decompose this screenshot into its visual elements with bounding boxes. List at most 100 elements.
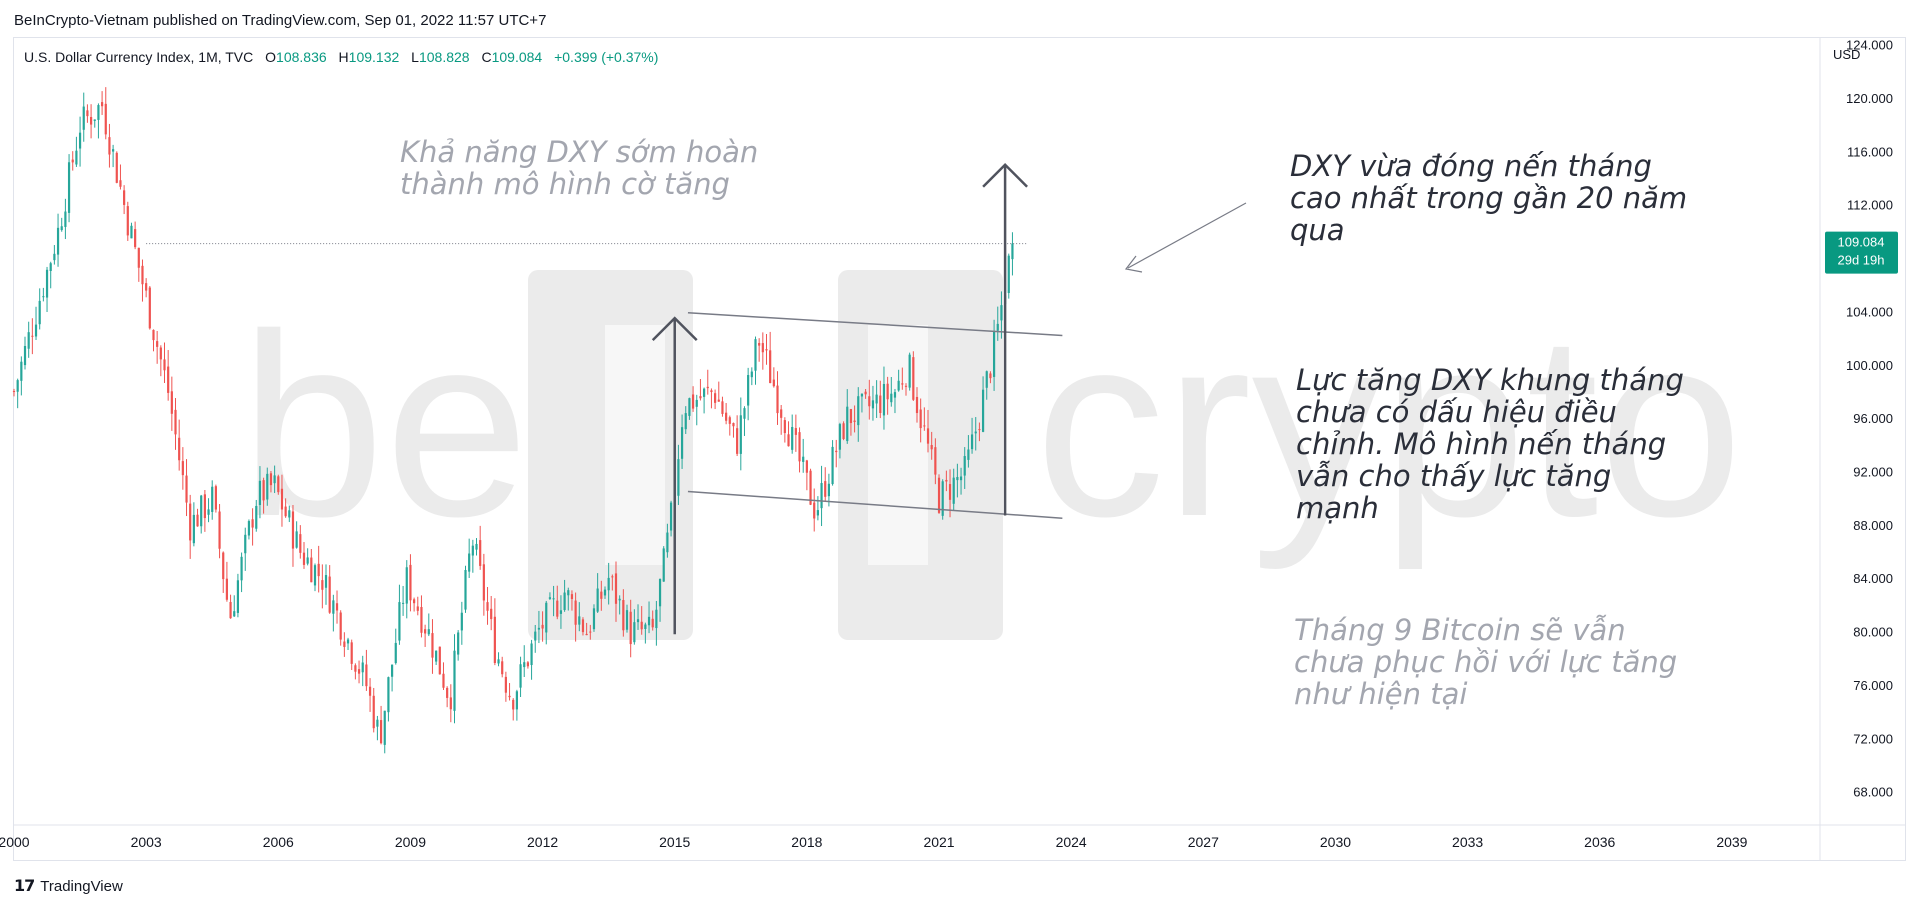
candle-body xyxy=(60,226,63,231)
candle-body xyxy=(589,631,592,633)
candle-body xyxy=(332,600,335,614)
candle-body xyxy=(548,597,552,599)
candle-body xyxy=(710,390,713,393)
y-tick-label: 96.000 xyxy=(1853,411,1893,426)
candle-body xyxy=(427,629,430,635)
annotation-momentum-line-3: chỉnh. Mô hình nến tháng xyxy=(1296,427,1666,461)
price-axis[interactable]: 124.000120.000116.000112.000108.000104.0… xyxy=(1846,38,1893,800)
candle-body xyxy=(640,621,643,630)
candle-body xyxy=(684,413,687,430)
candle-body xyxy=(607,577,610,591)
candle-body xyxy=(229,601,232,619)
callout-arrow[interactable] xyxy=(1124,202,1247,273)
candle-body xyxy=(247,521,251,536)
candle-body xyxy=(669,502,673,531)
candle-body xyxy=(273,475,276,484)
x-tick-label: 2018 xyxy=(791,834,822,850)
annotation-momentum-line-1: Lực tăng DXY khung tháng xyxy=(1296,363,1684,397)
candle-body xyxy=(857,396,860,426)
candle-body xyxy=(167,366,170,393)
candle-body xyxy=(251,519,254,528)
candle-body xyxy=(12,390,16,392)
candle-body xyxy=(820,483,823,509)
candle-body xyxy=(519,664,522,688)
candle-body xyxy=(181,461,184,476)
symbol-title[interactable]: U.S. Dollar Currency Index, 1M, TVC xyxy=(24,49,254,65)
annotation-highest-close[interactable]: DXY vừa đóng nến tháng cao nhất trong gầ… xyxy=(1290,149,1687,247)
candle-body xyxy=(310,557,313,583)
candle-body xyxy=(802,456,805,462)
annotation-flag-title-line-1: Khả năng DXY sớm hoàn xyxy=(400,135,758,169)
candle-body xyxy=(699,396,702,399)
candle-body xyxy=(431,633,434,658)
candle-body xyxy=(504,676,507,693)
close-label: C xyxy=(481,49,492,65)
candle-body xyxy=(831,446,834,485)
y-tick-label: 88.000 xyxy=(1853,518,1893,533)
candle-body xyxy=(651,618,654,628)
candle-body xyxy=(523,662,526,668)
candle-body xyxy=(152,329,155,341)
chart-frame xyxy=(13,37,1906,861)
candle-body xyxy=(134,229,137,248)
y-tick-label: 68.000 xyxy=(1853,785,1893,800)
candle-body xyxy=(978,429,981,431)
candle-body xyxy=(185,475,188,503)
candle-body xyxy=(633,622,636,643)
candle-body xyxy=(526,662,530,667)
candle-body xyxy=(717,399,720,402)
candle-body xyxy=(875,394,878,404)
annotation-bitcoin[interactable]: Tháng 9 Bitcoin sẽ vẫn chưa phục hồi với… xyxy=(1294,613,1677,711)
x-tick-label: 2006 xyxy=(263,834,294,850)
candle-body xyxy=(515,691,518,710)
candle-body xyxy=(618,598,621,601)
candle-body xyxy=(335,603,339,611)
candles-layer xyxy=(12,87,1014,754)
candle-body xyxy=(295,531,298,548)
candle-body xyxy=(361,662,364,673)
candle-body xyxy=(695,399,698,407)
candle-body xyxy=(280,488,284,510)
symbol-legend: U.S. Dollar Currency Index, 1M, TVC O108… xyxy=(24,49,658,65)
candle-body xyxy=(126,206,129,236)
candle-body xyxy=(284,506,287,517)
candle-body xyxy=(163,359,166,371)
candle-body xyxy=(460,612,463,631)
candle-body xyxy=(214,486,217,510)
candle-body xyxy=(394,642,397,664)
candle-body xyxy=(794,428,797,435)
candle-body xyxy=(868,396,871,407)
candle-body xyxy=(42,296,45,298)
candle-body xyxy=(449,697,452,710)
candle-body xyxy=(64,211,67,227)
annotation-momentum-line-2: chưa có dấu hiệu điều xyxy=(1296,395,1617,429)
low-value: 108.828 xyxy=(418,49,470,65)
x-tick-label: 2036 xyxy=(1584,834,1615,850)
candle-body xyxy=(321,580,324,590)
candle-body xyxy=(622,600,625,631)
candle-body xyxy=(581,619,585,633)
candle-body xyxy=(130,225,133,239)
footer-brand[interactable]: TradingView xyxy=(40,877,123,895)
candle-body xyxy=(545,602,548,633)
candle-body xyxy=(291,511,295,549)
candle-body xyxy=(629,611,632,645)
x-tick-label: 2021 xyxy=(923,834,954,850)
high-value: 109.132 xyxy=(348,49,400,65)
annotation-momentum[interactable]: Lực tăng DXY khung tháng chưa có dấu hiệ… xyxy=(1296,363,1684,525)
annotation-flag-title[interactable]: Khả năng DXY sớm hoàn thành mô hình cờ t… xyxy=(400,135,758,201)
candle-body xyxy=(915,396,919,414)
candle-body xyxy=(409,564,412,601)
candle-body xyxy=(644,624,647,629)
time-axis[interactable]: 2000 2003 2006 2009 2012 2015 2018 2021 2024 2027… xyxy=(0,834,1748,850)
candle-body xyxy=(372,695,375,729)
candle-body xyxy=(750,371,753,378)
x-tick-label: 2033 xyxy=(1452,834,1483,850)
candle-body xyxy=(871,400,875,409)
tradingview-logo-icon[interactable]: 𝟭𝟳 xyxy=(14,878,35,895)
candle-body xyxy=(655,609,658,629)
last-price-value: 109.084 xyxy=(1838,235,1885,250)
candle-body xyxy=(662,548,665,582)
flag-channel-upper xyxy=(687,312,1063,337)
